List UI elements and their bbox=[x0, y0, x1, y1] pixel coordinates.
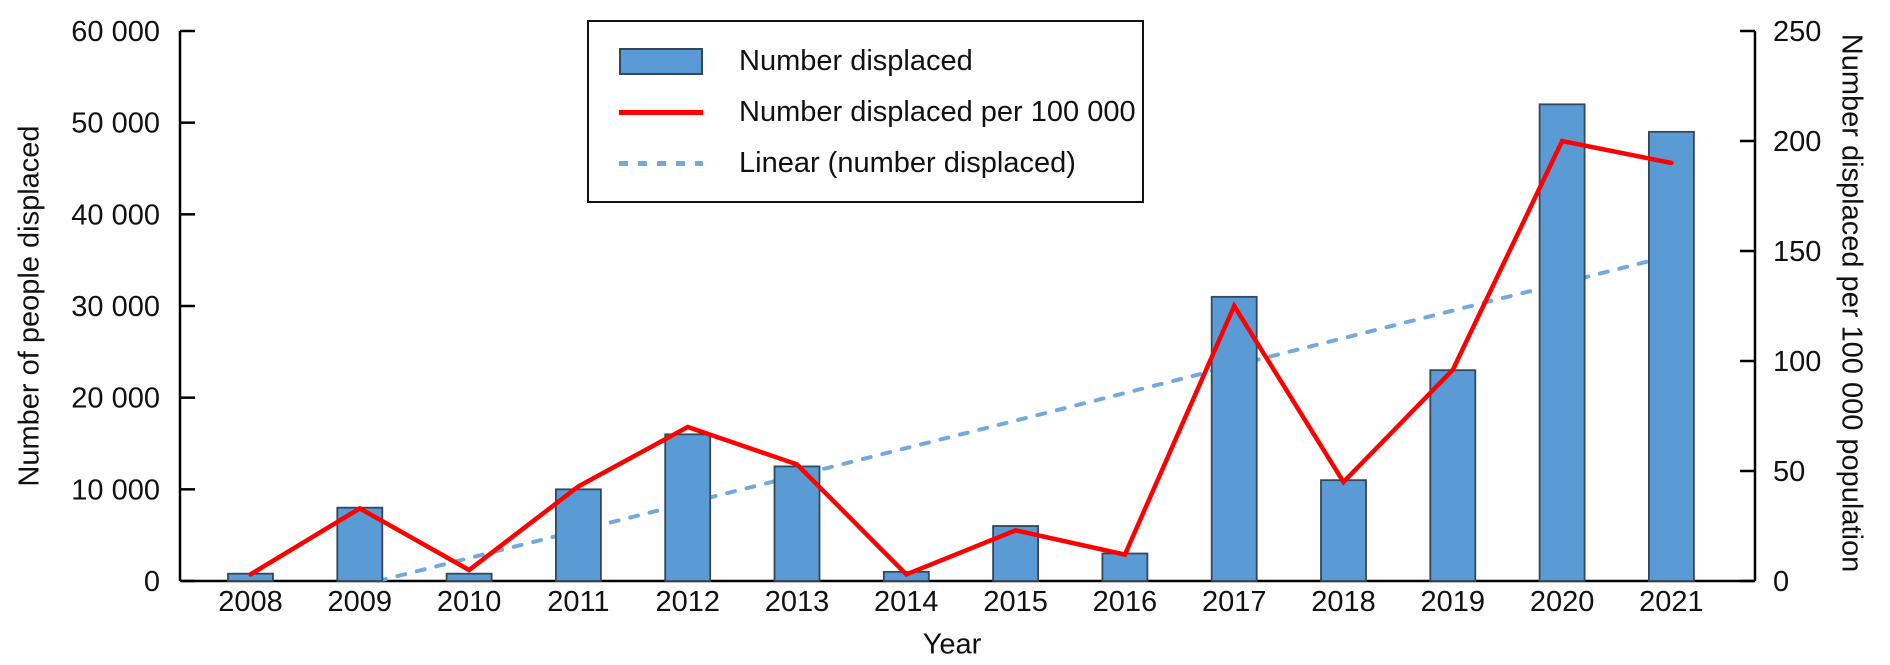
x-category-label: 2021 bbox=[1639, 586, 1704, 618]
line-swatch-icon bbox=[619, 110, 703, 115]
x-category-label: 2019 bbox=[1421, 586, 1486, 618]
bar-2011 bbox=[555, 488, 602, 582]
x-axis-title: Year bbox=[922, 628, 982, 661]
x-category-label: 2014 bbox=[874, 586, 939, 618]
left-axis-tick-label: 50 000 bbox=[71, 108, 160, 140]
bar-2010 bbox=[445, 572, 493, 582]
bar-2020 bbox=[1538, 103, 1586, 582]
left-axis-tick-label: 60 000 bbox=[71, 16, 160, 48]
bar-swatch-icon bbox=[619, 48, 703, 75]
left-axis-tick-label: 10 000 bbox=[71, 474, 160, 506]
legend-item-number-displaced: Number displaced bbox=[589, 36, 1142, 87]
right-axis-tick-label: 200 bbox=[1773, 126, 1821, 158]
x-category-label: 2009 bbox=[328, 586, 393, 618]
left-axis-tick-label: 30 000 bbox=[71, 291, 160, 323]
right-axis-tick-label: 100 bbox=[1773, 346, 1821, 378]
right-axis-tick-label: 0 bbox=[1773, 566, 1789, 598]
legend-label: Linear (number displaced) bbox=[739, 147, 1076, 179]
bar-2021 bbox=[1648, 130, 1695, 582]
x-category-label: 2010 bbox=[437, 586, 502, 618]
legend-label: Number displaced bbox=[739, 45, 973, 77]
right-axis-tick-label: 250 bbox=[1773, 16, 1821, 48]
x-category-label: 2018 bbox=[1311, 586, 1376, 618]
legend-item-linear-trend: Linear (number displaced) bbox=[589, 138, 1142, 189]
left-axis-tick-label: 20 000 bbox=[71, 383, 160, 415]
right-axis-tick-label: 150 bbox=[1773, 236, 1821, 268]
bar-2017 bbox=[1210, 295, 1258, 582]
right-axis-tick-label: 50 bbox=[1773, 456, 1805, 488]
legend-item-per-100000: Number displaced per 100 000 bbox=[589, 87, 1142, 138]
x-category-label: 2012 bbox=[655, 586, 720, 618]
x-category-label: 2020 bbox=[1530, 586, 1595, 618]
legend: Number displaced Number displaced per 10… bbox=[587, 20, 1144, 203]
x-category-label: 2015 bbox=[983, 586, 1048, 618]
dashed-line-swatch-icon bbox=[619, 161, 703, 166]
x-category-label: 2017 bbox=[1202, 586, 1267, 618]
x-category-label: 2011 bbox=[547, 586, 609, 618]
x-category-label: 2008 bbox=[218, 586, 283, 618]
right-axis-title: Number displaced per 100 000 population bbox=[1835, 33, 1868, 573]
bar-2019 bbox=[1429, 369, 1477, 582]
left-axis-tick-label: 40 000 bbox=[71, 199, 160, 231]
legend-label: Number displaced per 100 000 bbox=[739, 96, 1136, 128]
x-category-label: 2016 bbox=[1093, 586, 1158, 618]
per-100000-line bbox=[248, 138, 1674, 578]
x-category-label: 2013 bbox=[765, 586, 830, 618]
bar-2013 bbox=[773, 465, 821, 582]
left-axis-tick-label: 0 bbox=[144, 566, 160, 598]
bar-2016 bbox=[1101, 552, 1149, 582]
bar-2018 bbox=[1320, 479, 1367, 582]
left-axis-title: Number of people displaced bbox=[13, 125, 46, 487]
bar-2012 bbox=[664, 433, 712, 582]
